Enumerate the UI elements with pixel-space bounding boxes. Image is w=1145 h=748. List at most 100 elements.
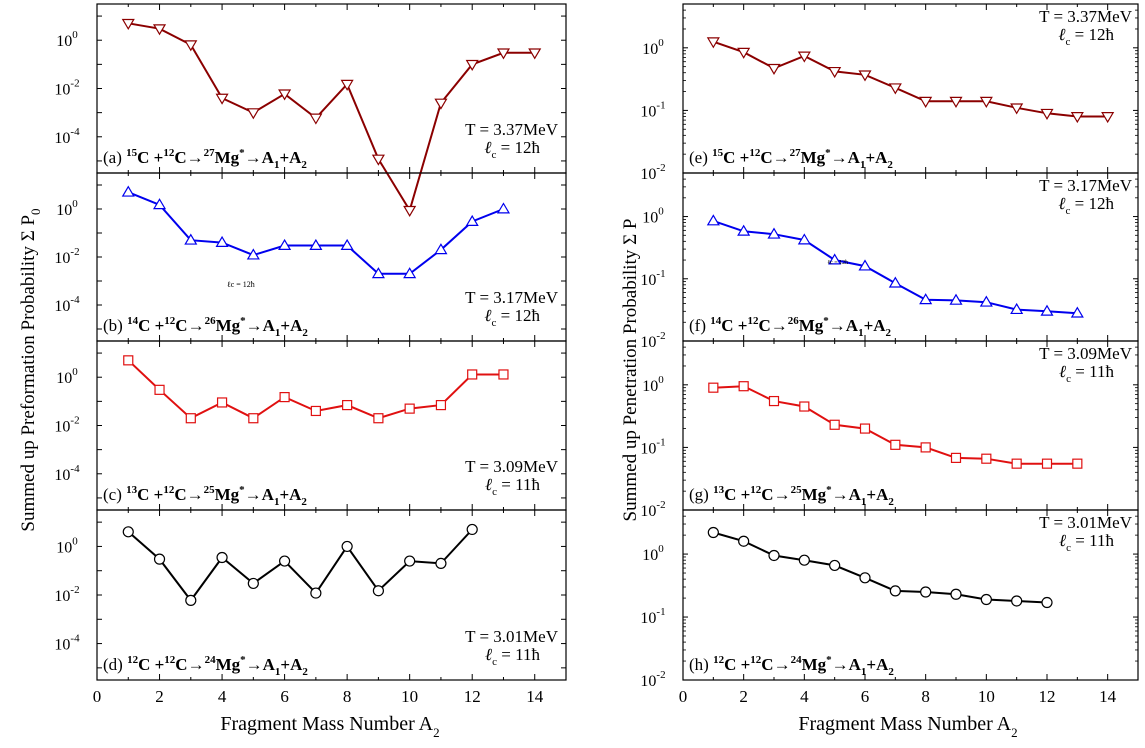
- x-axis-ticks: [682, 510, 1139, 680]
- data-point: [1041, 596, 1053, 609]
- data-point: [309, 238, 323, 250]
- data-point: [768, 395, 780, 407]
- data-point: [707, 526, 719, 539]
- panel-a: 100 10-2 10-4 (a) 15C +12C→27Mg*→A1+A2 T = 3…: [54, 3, 567, 218]
- data-point: [435, 399, 447, 411]
- data-point: [797, 51, 811, 63]
- left-x-axis-label: Fragment Mass Number A2: [220, 713, 439, 740]
- x-tick-label: 14: [1099, 687, 1117, 706]
- data-point: [859, 423, 871, 434]
- y-tick-label: 10-4: [54, 633, 80, 654]
- data-point: [184, 233, 198, 245]
- y-tick-label: 10-4: [54, 294, 80, 315]
- data-point: [1070, 306, 1084, 318]
- data-point: [466, 523, 478, 536]
- y-tick-label: 10-2: [640, 330, 665, 351]
- panel-c: 100 10-2 10-4 (c) 13C +12C→25Mg*→A1+A2 T = 3…: [54, 340, 567, 511]
- y-tick-label: 10-1: [640, 606, 665, 627]
- right-x-axis-label: Fragment Mass Number A2: [798, 713, 1017, 740]
- data-point: [373, 413, 384, 424]
- panel-e: 100 10-1 10-2 (e) 15C +12C→27Mg*→A1+A2 T = 3…: [640, 3, 1139, 183]
- data-point: [248, 413, 259, 424]
- reaction-label: (d) 12C +12C→24Mg*→A1+A2: [103, 654, 308, 678]
- temperature-label: T = 3.37MeV: [1039, 7, 1133, 26]
- reaction-label: (e) 15C +12C→27Mg*→A1+A2: [689, 147, 893, 171]
- x-tick-label: 6: [861, 687, 870, 706]
- x-tick-label: 6: [280, 687, 289, 706]
- data-point: [278, 238, 292, 250]
- data-point: [950, 588, 962, 600]
- data-point: [121, 185, 135, 197]
- series-markers: [706, 37, 1115, 124]
- data-point: [708, 382, 719, 393]
- data-point: [185, 413, 196, 424]
- temperature-label: T = 3.17MeV: [1039, 176, 1133, 195]
- data-point: [435, 557, 447, 570]
- y-tick-label: 10-1: [640, 436, 665, 457]
- data-point: [798, 554, 810, 566]
- data-point: [496, 202, 511, 214]
- y-tick-label: 100: [56, 366, 78, 387]
- data-point: [121, 18, 135, 31]
- data-point: [341, 540, 353, 553]
- data-point: [310, 405, 321, 417]
- angular-momentum-label: ℓc = 12ħ: [484, 138, 540, 161]
- data-point: [403, 267, 417, 279]
- y-tick-label: 10-1: [640, 268, 665, 289]
- data-point: [980, 593, 992, 606]
- data-point: [498, 369, 509, 380]
- y-axis-ticks: [683, 172, 1138, 342]
- data-point: [888, 83, 902, 95]
- series-line: [712, 219, 1078, 315]
- x-tick-label: 10: [978, 687, 995, 706]
- data-point: [153, 553, 166, 565]
- x-tick-label: 12: [464, 687, 481, 706]
- series-line: [713, 385, 1078, 465]
- y-tick-label: 100: [642, 37, 664, 58]
- x-tick-label: 2: [155, 687, 164, 706]
- data-point: [278, 89, 292, 101]
- data-point: [858, 70, 872, 82]
- data-point: [215, 235, 229, 248]
- data-point: [246, 108, 260, 120]
- x-tick-label: 0: [679, 687, 688, 706]
- data-point: [949, 96, 963, 108]
- x-tick-label: 12: [1039, 687, 1056, 706]
- y-axis-ticks: [97, 521, 566, 669]
- series-markers: [123, 355, 509, 424]
- angular-momentum-label: ℓc = 11ħ: [485, 475, 540, 498]
- data-point: [706, 37, 720, 49]
- data-point: [152, 24, 167, 36]
- angular-momentum-label: ℓc = 12ħ: [1058, 25, 1114, 48]
- data-point: [706, 214, 720, 226]
- data-point: [799, 401, 810, 412]
- data-point: [467, 369, 478, 380]
- y-axis-ticks: [97, 352, 566, 499]
- data-point: [123, 355, 134, 366]
- temperature-label: T = 3.01MeV: [465, 627, 559, 646]
- y-tick-label: 10-2: [54, 584, 79, 605]
- series-markers: [122, 523, 478, 606]
- data-point: [122, 526, 134, 538]
- data-point: [767, 63, 781, 76]
- temperature-label: T = 3.09MeV: [1039, 344, 1133, 363]
- angular-momentum-label: ℓc = 11ħ: [1059, 531, 1114, 554]
- panel-d: 100 10-2 10-4 0 2 4 6 8 10 12 14 (d) 12C +12C→24Mg*…: [54, 509, 567, 706]
- data-point: [890, 439, 901, 450]
- data-point: [981, 453, 992, 464]
- x-axis-ticks: [682, 341, 1139, 510]
- y-tick-label: 100: [642, 543, 664, 564]
- reaction-label: (a) 15C +12C→27Mg*→A1+A2: [103, 147, 307, 171]
- data-point: [829, 419, 840, 430]
- data-point: [216, 397, 228, 408]
- y-axis-ticks: [683, 340, 1138, 511]
- data-point: [246, 248, 260, 260]
- series-line: [128, 22, 535, 213]
- data-point: [342, 399, 353, 411]
- data-point: [829, 559, 841, 572]
- data-point: [979, 295, 993, 307]
- data-point: [404, 555, 416, 567]
- data-point: [309, 113, 323, 125]
- data-point: [528, 48, 542, 60]
